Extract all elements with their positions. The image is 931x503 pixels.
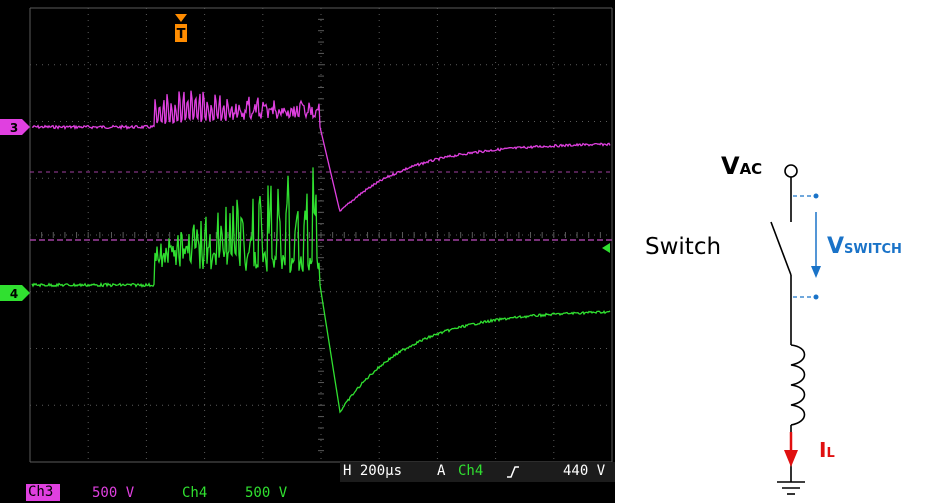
- ch3-marker-label: 3: [10, 121, 18, 135]
- vac-terminal: [784, 164, 798, 178]
- trigger-level-readout: 440 V: [563, 463, 606, 479]
- ch3-waveform: [31, 90, 611, 212]
- scope-status-bar: H 200µs A Ch4 440 V Ch3 500 V Ch4 500 V: [0, 462, 615, 503]
- ground-icon: [777, 481, 805, 495]
- trigger-source-prefix: A: [437, 463, 446, 479]
- current-arrow-icon: [784, 450, 798, 467]
- trigger-source-channel: Ch4: [458, 463, 484, 479]
- trigger-marker-label: T: [177, 27, 186, 42]
- circuit-diagram: VAC Switch VSWITCH IL: [615, 0, 931, 503]
- inductor-coil: [790, 344, 806, 426]
- il-label-main: I: [819, 438, 827, 462]
- il-label-sub: L: [826, 446, 835, 461]
- vswitch-label-sub: SWITCH: [844, 242, 902, 257]
- trigger-level-marker: [602, 243, 610, 253]
- ch4-badge: Ch4: [182, 485, 208, 501]
- oscilloscope-screen: T 3 4 H 200µs A Ch4 440 V Ch3 500 V Ch4 …: [0, 0, 615, 503]
- oscilloscope-display: T 3 4: [0, 7, 613, 463]
- switch-label: Switch: [645, 234, 722, 260]
- vac-label-main: V: [721, 152, 740, 180]
- ch3-scale: 500 V: [92, 485, 135, 501]
- ch3-level-marker: 3: [0, 119, 30, 135]
- vac-label: VAC: [721, 152, 762, 180]
- rising-edge-icon: [507, 466, 519, 478]
- timebase-readout: H 200µs: [343, 463, 403, 479]
- ch4-level-marker: 4: [0, 285, 30, 301]
- vswitch-arrow-icon: [811, 266, 821, 278]
- il-label: IL: [819, 438, 835, 462]
- circuit-schematic: [770, 164, 821, 495]
- acquisition-info-panel: [340, 462, 615, 482]
- ch3-badge: Ch3: [26, 484, 60, 501]
- ch4-scale: 500 V: [245, 485, 288, 501]
- vswitch-label-main: V: [827, 234, 845, 259]
- ch4-waveform: [31, 167, 611, 414]
- vswitch-indicator: [793, 193, 821, 300]
- vswitch-label: VSWITCH: [827, 234, 902, 259]
- ch4-marker-label: 4: [10, 287, 18, 301]
- trigger-position-marker: T: [175, 14, 187, 42]
- switch-blade: [770, 221, 792, 276]
- scope-grid: [29, 7, 613, 463]
- vac-label-sub: AC: [739, 160, 763, 178]
